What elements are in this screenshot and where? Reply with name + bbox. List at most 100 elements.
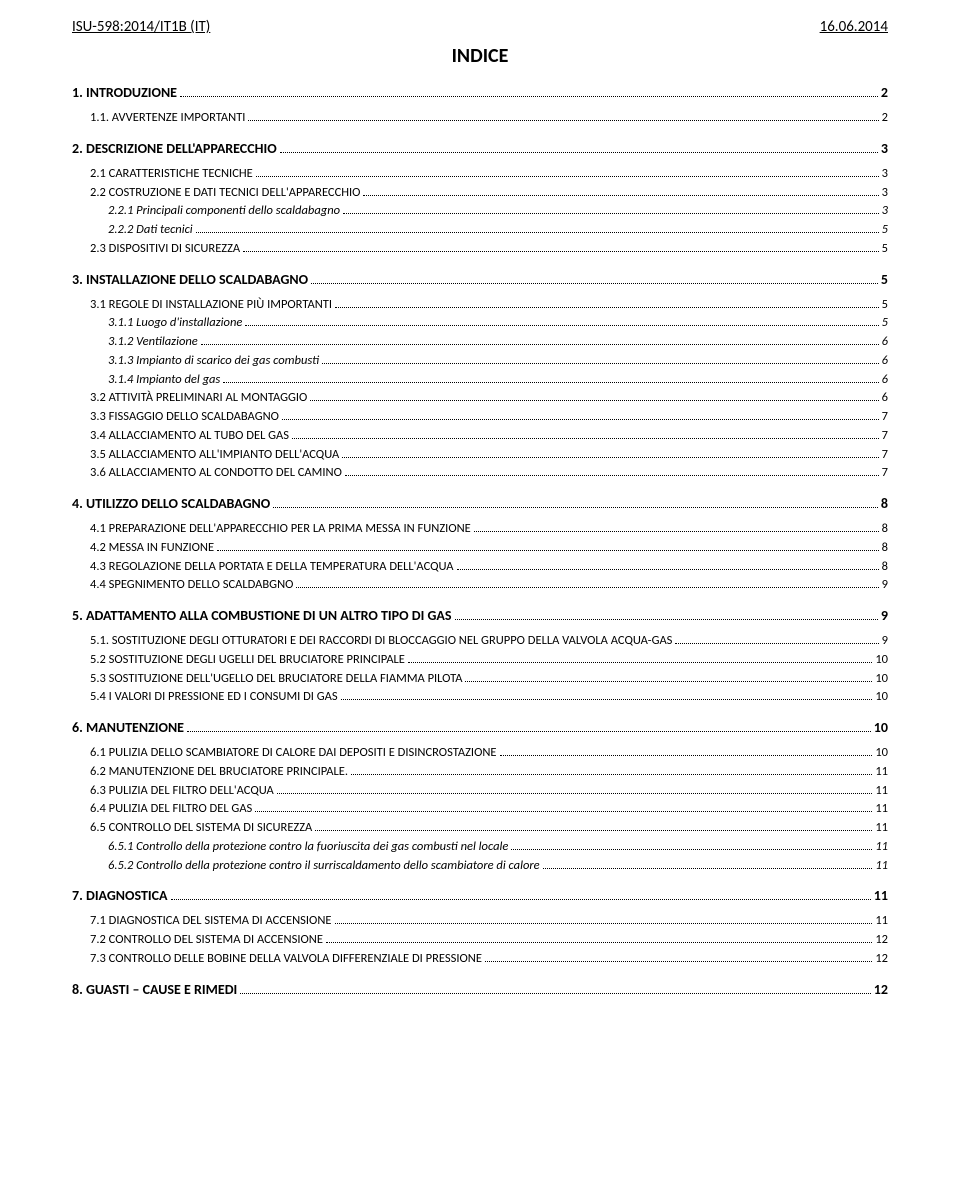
toc-leader-dots [256, 176, 879, 177]
toc-leader-dots [457, 569, 879, 570]
toc-leader-dots [217, 550, 879, 551]
toc-leader-dots [326, 942, 872, 943]
toc-entry-label: 3.2 ATTIVITÀ PRELIMINARI AL MONTAGGIO [90, 389, 307, 408]
toc-entry: 4.2 MESSA IN FUNZIONE8 [90, 539, 888, 558]
toc-entry-label: 3.4 ALLACCIAMENTO AL TUBO DEL GAS [90, 427, 289, 446]
toc-entry-page: 2 [882, 109, 888, 128]
toc-entry-label: 6.1 PULIZIA DELLO SCAMBIATORE DI CALORE … [90, 744, 497, 763]
toc-entry: 1.1. AVVERTENZE IMPORTANTI2 [90, 109, 888, 128]
toc-leader-dots [500, 755, 873, 756]
toc-entry: 7. DIAGNOSTICA 11 [72, 885, 888, 906]
toc-entry-label: 4.4 SPEGNIMENTO DELLO SCALDABGNO [90, 576, 293, 595]
toc-entry-label: 2. DESCRIZIONE DELL'APPARECCHIO [72, 138, 277, 159]
toc-entry-page: 11 [875, 857, 888, 876]
toc-leader-dots [311, 283, 878, 284]
toc-entry-page: 5 [882, 240, 888, 259]
toc-leader-dots [248, 120, 878, 121]
header-left: ISU-598:2014/IT1B (IT) [72, 18, 210, 36]
toc-entry-page: 10 [875, 651, 888, 670]
toc-leader-dots [245, 325, 878, 326]
toc-entry: 7.2 CONTROLLO DEL SISTEMA DI ACCENSIONE1… [90, 931, 888, 950]
toc-entry-label: 3.3 FISSAGGIO DELLO SCALDABAGNO [90, 408, 279, 427]
toc-entry-page: 10 [875, 688, 888, 707]
toc-leader-dots [474, 531, 879, 532]
toc-entry-page: 9 [882, 576, 888, 595]
toc-leader-dots [322, 363, 879, 364]
toc-leader-dots [335, 307, 879, 308]
toc-entry-page: 9 [882, 632, 888, 651]
toc-entry-page: 11 [875, 819, 888, 838]
toc-entry-page: 11 [875, 800, 888, 819]
toc-entry: 2.1 CARATTERISTICHE TECNICHE3 [90, 165, 888, 184]
toc-entry: 6. MANUTENZIONE10 [72, 717, 888, 738]
toc-entry-page: 10 [875, 744, 888, 763]
toc-entry-label: 3.1.4 Impianto del gas [108, 371, 220, 390]
toc-entry-label: 8. GUASTI – CAUSE E RIMEDI [72, 979, 237, 1000]
toc-leader-dots [455, 619, 878, 620]
toc-entry-page: 12 [874, 979, 888, 1000]
toc-entry: 5.4 I VALORI DI PRESSIONE ED I CONSUMI D… [90, 688, 888, 707]
toc-leader-dots [243, 251, 879, 252]
toc-entry-page: 7 [882, 408, 888, 427]
toc-leader-dots [310, 400, 878, 401]
toc-entry-page: 5 [882, 314, 888, 333]
toc-entry-label: 7.2 CONTROLLO DEL SISTEMA DI ACCENSIONE [90, 931, 323, 950]
toc-leader-dots [296, 587, 878, 588]
toc-leader-dots [255, 811, 872, 812]
toc-entry: 3.2 ATTIVITÀ PRELIMINARI AL MONTAGGIO 6 [90, 389, 888, 408]
toc-entry: 5.1. SOSTITUZIONE DEGLI OTTURATORI E DEI… [90, 632, 888, 651]
toc-entry-page: 11 [875, 912, 888, 931]
toc-entry-label: 3.1.2 Ventilazione [108, 333, 198, 352]
toc-leader-dots [273, 507, 878, 508]
toc-entry-page: 11 [875, 763, 888, 782]
toc-entry-label: 7.3 CONTROLLO DELLE BOBINE DELLA VALVOLA… [90, 950, 482, 969]
toc-entry-page: 10 [875, 670, 888, 689]
toc-leader-dots [240, 993, 871, 994]
toc-entry: 4.1 PREPARAZIONE DELL'APPARECCHIO PER LA… [90, 520, 888, 539]
toc-leader-dots [351, 774, 872, 775]
toc-entry: 7.1 DIAGNOSTICA DEL SISTEMA DI ACCENSION… [90, 912, 888, 931]
toc-entry: 5.2 SOSTITUZIONE DEGLI UGELLI DEL BRUCIA… [90, 651, 888, 670]
toc-entry-label: 6.5 CONTROLLO DEL SISTEMA DI SICUREZZA [90, 819, 312, 838]
toc-entry-page: 3 [882, 202, 888, 221]
toc-entry: 3.5 ALLACCIAMENTO ALL'IMPIANTO DELL'ACQU… [90, 446, 888, 465]
toc-entry-page: 2 [881, 82, 888, 103]
toc-entry-page: 5 [881, 269, 888, 290]
toc-entry: 2.2.1 Principali componenti dello scalda… [108, 202, 888, 221]
toc-entry: 5. ADATTAMENTO ALLA COMBUSTIONE DI UN AL… [72, 605, 888, 626]
toc-entry: 6.5.2 Controllo della protezione contro … [108, 857, 888, 876]
toc-entry-label: 2.3 DISPOSITIVI DI SICUREZZA [90, 240, 240, 259]
toc-leader-dots [223, 382, 878, 383]
toc-entry-label: 6.4 PULIZIA DEL FILTRO DEL GAS [90, 800, 252, 819]
toc-entry-page: 7 [882, 464, 888, 483]
toc-entry-page: 3 [882, 184, 888, 203]
toc-entry-label: 3.6 ALLACCIAMENTO AL CONDOTTO DEL CAMINO [90, 464, 342, 483]
toc-leader-dots [196, 232, 879, 233]
toc-entry-page: 6 [882, 352, 888, 371]
toc-entry: 7.3 CONTROLLO DELLE BOBINE DELLA VALVOLA… [90, 950, 888, 969]
toc-leader-dots [280, 152, 878, 153]
toc-leader-dots [543, 868, 873, 869]
toc-leader-dots [315, 830, 872, 831]
toc-entry: 3.4 ALLACCIAMENTO AL TUBO DEL GAS 7 [90, 427, 888, 446]
toc-entry-label: 4.3 REGOLAZIONE DELLA PORTATA E DELLA TE… [90, 558, 454, 577]
toc-leader-dots [465, 681, 872, 682]
toc-entry: 6.4 PULIZIA DEL FILTRO DEL GAS 11 [90, 800, 888, 819]
toc-entry-label: 4.1 PREPARAZIONE DELL'APPARECCHIO PER LA… [90, 520, 471, 539]
toc-entry-page: 11 [874, 885, 888, 906]
toc-entry-page: 8 [881, 493, 888, 514]
toc-entry-page: 7 [882, 427, 888, 446]
toc-entry-label: 3.1 REGOLE DI INSTALLAZIONE PIÙ IMPORTAN… [90, 296, 332, 315]
toc-leader-dots [511, 849, 872, 850]
toc-entry-label: 6.2 MANUTENZIONE DEL BRUCIATORE PRINCIPA… [90, 763, 348, 782]
header-right: 16.06.2014 [820, 18, 888, 36]
toc-entry: 3.1.4 Impianto del gas6 [108, 371, 888, 390]
toc-entry-label: 5.1. SOSTITUZIONE DEGLI OTTURATORI E DEI… [90, 632, 672, 651]
toc-entry-page: 6 [882, 389, 888, 408]
toc-entry-label: 7. DIAGNOSTICA [72, 885, 168, 906]
toc-entry: 6.5.1 Controllo della protezione contro … [108, 838, 888, 857]
toc-entry-label: 6.5.1 Controllo della protezione contro … [108, 838, 508, 857]
toc-entry-label: 4. UTILIZZO DELLO SCALDABAGNO [72, 493, 270, 514]
toc-entry-label: 6. MANUTENZIONE [72, 717, 184, 738]
toc-entry: 8. GUASTI – CAUSE E RIMEDI 12 [72, 979, 888, 1000]
